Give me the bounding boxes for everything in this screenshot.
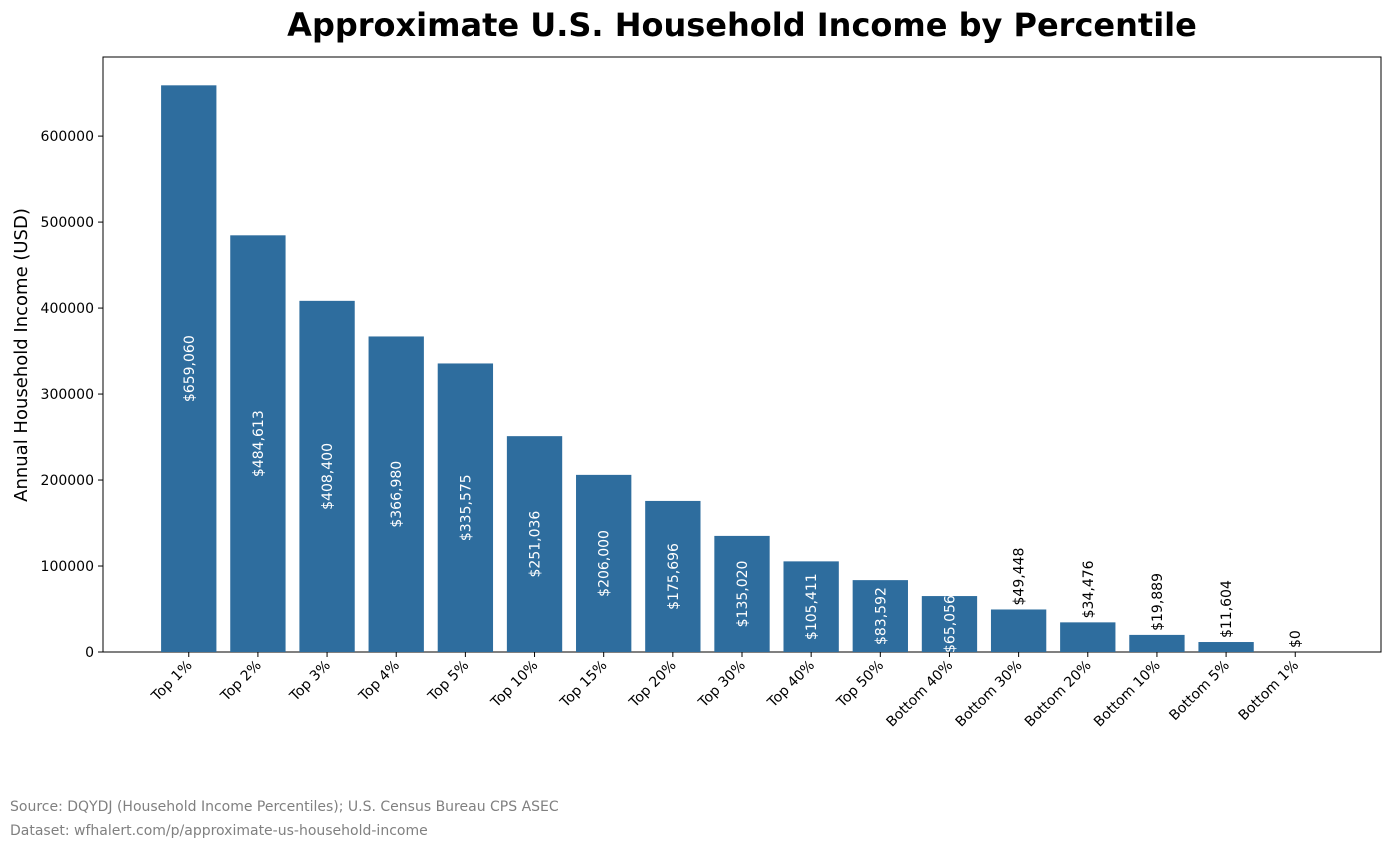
bar: [230, 235, 286, 652]
value-label: $206,000: [597, 530, 613, 597]
bar: [506, 436, 563, 652]
y-tick-label: 100000: [41, 559, 94, 575]
value-label: $135,020: [735, 561, 751, 628]
bar: [852, 580, 908, 652]
value-label: $366,980: [389, 461, 405, 528]
x-tick-label: Top 50%: [833, 658, 887, 712]
x-tick-label: Bottom 10%: [1091, 658, 1164, 731]
x-tick-label: Top 5%: [425, 658, 473, 706]
bar: [1129, 634, 1185, 652]
source-note: Source: DQYDJ (Household Income Percenti…: [10, 799, 559, 815]
x-tick-label: Bottom 1%: [1236, 658, 1302, 724]
bar: [368, 336, 424, 652]
bar: [1198, 642, 1254, 652]
value-label: $34,476: [1081, 560, 1097, 618]
bar: [437, 363, 494, 652]
x-tick-label: Top 2%: [217, 658, 265, 706]
value-label: $11,604: [1219, 580, 1235, 638]
x-tick-label: Top 4%: [355, 658, 403, 706]
x-tick-label: Top 40%: [764, 658, 818, 712]
x-tick-label: Top 20%: [626, 658, 680, 712]
bar: [161, 85, 217, 652]
x-tick-label: Bottom 40%: [884, 658, 957, 731]
y-tick-label: 600000: [41, 129, 94, 145]
chart-title: Approximate U.S. Household Income by Per…: [287, 6, 1197, 44]
value-label: $484,613: [251, 410, 267, 477]
value-label: $175,696: [666, 543, 682, 610]
y-axis-label: Annual Household Income (USD): [11, 208, 32, 502]
y-tick-label: 500000: [41, 215, 94, 231]
bar: [576, 474, 632, 652]
value-label: $65,056: [942, 595, 958, 653]
y-tick-label: 0: [85, 645, 94, 661]
value-label: $335,575: [458, 474, 474, 541]
bar: [645, 500, 701, 652]
value-label: $659,060: [182, 335, 198, 402]
value-label: $105,411: [804, 573, 820, 640]
bar: [921, 596, 978, 652]
y-tick-label: 200000: [41, 473, 94, 489]
value-label: $408,400: [320, 443, 336, 510]
x-tick-label: Bottom 30%: [953, 658, 1026, 731]
bar: [1060, 622, 1116, 652]
value-label: $83,592: [873, 587, 889, 645]
x-tick-label: Top 1%: [148, 658, 196, 706]
x-tick-label: Top 30%: [695, 658, 749, 712]
x-tick-label: Top 10%: [487, 658, 541, 712]
value-label: $19,889: [1150, 573, 1166, 631]
y-tick-label: 300000: [41, 387, 94, 403]
x-tick-label: Bottom 5%: [1166, 658, 1232, 724]
x-tick-label: Bottom 20%: [1022, 658, 1095, 731]
dataset-note: Dataset: wfhalert.com/p/approximate-us-h…: [10, 823, 428, 839]
value-label: $251,036: [528, 511, 544, 578]
bar: [783, 561, 839, 652]
bar: [990, 609, 1047, 652]
x-tick-label: Top 3%: [286, 658, 334, 706]
x-tick-label: Top 15%: [557, 658, 611, 712]
value-label: $0: [1288, 630, 1304, 648]
value-label: $49,448: [1012, 548, 1028, 606]
bar: [714, 535, 770, 652]
y-tick-label: 400000: [41, 301, 94, 317]
bar: [299, 300, 355, 652]
